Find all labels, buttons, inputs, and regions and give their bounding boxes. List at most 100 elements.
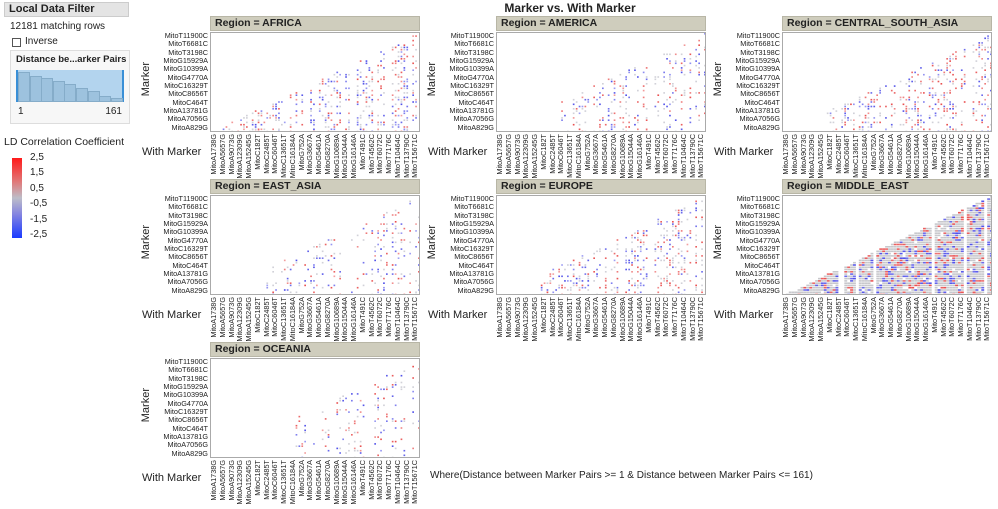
heatmap-cell bbox=[925, 232, 929, 234]
heatmap-cell bbox=[275, 108, 277, 110]
heatmap-cell bbox=[972, 221, 976, 223]
heatmap-cell bbox=[888, 259, 891, 262]
x-axis-title: With Marker bbox=[428, 309, 488, 321]
heatmap-cell bbox=[943, 73, 946, 76]
heatmap-cell bbox=[990, 108, 991, 110]
heatmap-cell bbox=[596, 293, 598, 294]
y-tick-label: MitoA7056G bbox=[167, 440, 208, 450]
y-tick-label: MitoG10399A bbox=[163, 64, 208, 74]
heatmap-cell bbox=[952, 80, 954, 83]
heatmap-cell bbox=[581, 105, 584, 108]
heatmap-cell bbox=[969, 273, 973, 275]
heatmap-cell bbox=[920, 275, 923, 278]
heatmap-cell bbox=[966, 236, 970, 239]
heatmap-cell bbox=[418, 271, 419, 273]
heatmap-cell bbox=[963, 55, 966, 58]
heatmap-cell bbox=[377, 268, 379, 271]
heatmap-cell bbox=[978, 234, 982, 237]
plot-area[interactable] bbox=[210, 32, 420, 132]
heatmap-cell bbox=[890, 277, 894, 280]
heatmap-cell bbox=[960, 248, 964, 250]
plot-area[interactable] bbox=[782, 195, 992, 295]
heatmap-cell bbox=[885, 252, 888, 255]
heatmap-cell bbox=[695, 105, 697, 108]
y-tick-label: MitoA829G bbox=[457, 122, 494, 132]
heatmap-cell bbox=[972, 266, 976, 269]
heatmap-cell bbox=[339, 399, 341, 402]
heatmap-cell bbox=[581, 257, 584, 259]
heatmap-cell bbox=[362, 89, 365, 92]
heatmap-cell bbox=[978, 80, 981, 83]
heatmap-cell bbox=[969, 239, 973, 241]
range-histogram-slider[interactable] bbox=[16, 70, 124, 102]
heatmap-cell bbox=[911, 277, 915, 280]
heatmap-cell bbox=[391, 420, 394, 422]
heatmap-cell bbox=[940, 284, 944, 287]
heatmap-cell bbox=[917, 277, 921, 280]
heatmap-cell bbox=[981, 277, 985, 280]
heatmap-cell bbox=[391, 223, 394, 225]
heatmap-cell bbox=[637, 101, 639, 103]
heatmap-cell bbox=[867, 105, 870, 108]
heatmap-cell bbox=[374, 420, 376, 422]
heatmap-cell bbox=[572, 264, 575, 266]
plot-area[interactable] bbox=[210, 195, 420, 295]
heatmap-cell bbox=[911, 108, 913, 110]
heatmap-cell bbox=[362, 80, 365, 83]
heatmap-cell bbox=[260, 112, 263, 115]
heatmap-cell bbox=[642, 268, 645, 271]
plot-area[interactable] bbox=[782, 32, 992, 132]
heatmap-cell bbox=[925, 259, 929, 262]
heatmap-cell bbox=[546, 293, 549, 294]
heatmap-cell bbox=[990, 257, 991, 259]
plot-area[interactable] bbox=[210, 358, 420, 458]
y-tick-label: MitoT11900C bbox=[736, 194, 780, 203]
heatmap-cell bbox=[575, 282, 578, 284]
heatmap-cell bbox=[275, 114, 277, 117]
heatmap-cell bbox=[637, 128, 639, 131]
heatmap-cell bbox=[318, 243, 321, 246]
heatmap-cell bbox=[870, 289, 874, 291]
distance-range-filter[interactable]: Distance be...arker Pairs 1 161 bbox=[10, 50, 130, 124]
heatmap-cell bbox=[406, 130, 409, 131]
heatmap-cell bbox=[966, 284, 970, 287]
heatmap-cell bbox=[908, 236, 912, 239]
heatmap-cell bbox=[876, 284, 880, 287]
y-axis-title: Marker bbox=[426, 225, 438, 260]
heatmap-cell bbox=[934, 246, 938, 248]
heatmap-cell bbox=[958, 273, 961, 275]
range-max[interactable]: 161 bbox=[105, 106, 122, 117]
heatmap-cell bbox=[377, 409, 379, 411]
local-data-filter-title[interactable]: Local Data Filter bbox=[4, 2, 129, 17]
heatmap-cell bbox=[622, 89, 625, 92]
heatmap-cell bbox=[917, 268, 921, 271]
heatmap-cell bbox=[987, 241, 991, 244]
y-tick-label: MitoT3198C bbox=[740, 210, 780, 220]
heatmap-cell bbox=[867, 255, 871, 257]
heatmap-cell bbox=[295, 114, 298, 117]
heatmap-cell bbox=[639, 241, 642, 244]
heatmap-cell bbox=[990, 243, 991, 246]
range-min[interactable]: 1 bbox=[18, 106, 24, 117]
heatmap-cell bbox=[555, 289, 557, 291]
plot-area[interactable] bbox=[496, 32, 706, 132]
plot-area[interactable] bbox=[496, 195, 706, 295]
heatmap-cell bbox=[911, 280, 915, 282]
heatmap-cell bbox=[672, 234, 674, 237]
heatmap-cell bbox=[625, 268, 627, 271]
heatmap-cell bbox=[278, 130, 280, 131]
checkbox-box[interactable] bbox=[12, 37, 21, 47]
heatmap-cell bbox=[853, 123, 855, 126]
heatmap-cell bbox=[902, 280, 906, 282]
heatmap-cell bbox=[928, 114, 931, 117]
heatmap-cell bbox=[928, 289, 932, 291]
heatmap-cell bbox=[893, 85, 896, 87]
heatmap-cell bbox=[893, 257, 897, 259]
heatmap-cell bbox=[928, 250, 932, 253]
heatmap-cell bbox=[835, 110, 838, 112]
heatmap-cell bbox=[666, 266, 668, 269]
heatmap-cell bbox=[923, 284, 926, 287]
heatmap-cell bbox=[981, 236, 985, 239]
inverse-checkbox[interactable]: Inverse bbox=[12, 36, 58, 48]
heatmap-cell bbox=[391, 123, 394, 126]
